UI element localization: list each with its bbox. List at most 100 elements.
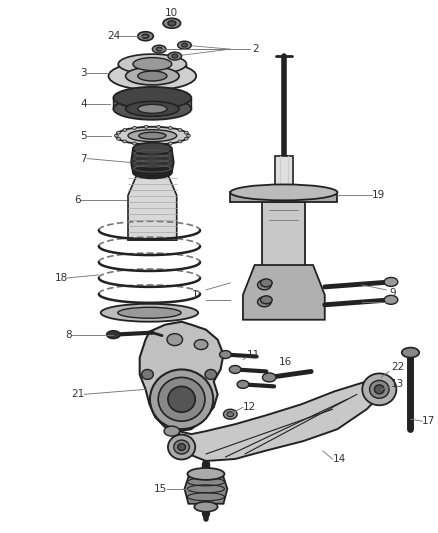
Ellipse shape xyxy=(138,32,153,41)
Ellipse shape xyxy=(164,426,180,436)
Text: 22: 22 xyxy=(391,362,404,373)
Ellipse shape xyxy=(152,45,166,53)
Ellipse shape xyxy=(138,104,167,114)
Ellipse shape xyxy=(168,21,176,26)
Text: 6: 6 xyxy=(74,196,81,205)
Text: 10: 10 xyxy=(165,9,178,18)
Ellipse shape xyxy=(187,134,191,137)
Ellipse shape xyxy=(144,143,148,146)
Text: 12: 12 xyxy=(243,402,256,412)
Ellipse shape xyxy=(157,125,161,128)
Ellipse shape xyxy=(163,18,180,28)
Ellipse shape xyxy=(172,54,178,58)
Ellipse shape xyxy=(184,138,188,140)
Ellipse shape xyxy=(187,468,224,480)
Ellipse shape xyxy=(139,132,166,139)
Polygon shape xyxy=(230,192,337,203)
Ellipse shape xyxy=(168,434,195,459)
Ellipse shape xyxy=(384,295,398,304)
Polygon shape xyxy=(262,203,305,285)
Ellipse shape xyxy=(168,386,195,412)
Polygon shape xyxy=(184,477,227,504)
Ellipse shape xyxy=(178,128,182,132)
Ellipse shape xyxy=(169,142,172,145)
Ellipse shape xyxy=(227,411,234,417)
Ellipse shape xyxy=(230,366,241,374)
Ellipse shape xyxy=(223,409,237,419)
Ellipse shape xyxy=(132,126,136,130)
Text: 9: 9 xyxy=(389,288,396,298)
Ellipse shape xyxy=(258,297,271,307)
Ellipse shape xyxy=(138,71,167,81)
Text: 16: 16 xyxy=(279,357,292,367)
Ellipse shape xyxy=(106,330,120,338)
Polygon shape xyxy=(179,382,381,461)
Ellipse shape xyxy=(205,369,217,379)
Ellipse shape xyxy=(116,127,189,144)
Ellipse shape xyxy=(174,440,189,454)
Polygon shape xyxy=(275,156,293,196)
Ellipse shape xyxy=(133,143,172,155)
Ellipse shape xyxy=(194,502,218,512)
Text: 19: 19 xyxy=(371,190,385,200)
Text: 4: 4 xyxy=(81,99,87,109)
Polygon shape xyxy=(113,98,191,109)
Ellipse shape xyxy=(141,369,153,379)
Ellipse shape xyxy=(133,58,172,70)
Ellipse shape xyxy=(123,140,127,143)
Ellipse shape xyxy=(169,126,172,130)
Ellipse shape xyxy=(132,142,136,145)
Text: 18: 18 xyxy=(54,273,67,283)
Ellipse shape xyxy=(126,101,179,116)
Ellipse shape xyxy=(117,131,120,134)
Text: 8: 8 xyxy=(65,329,71,340)
Ellipse shape xyxy=(123,128,127,132)
Ellipse shape xyxy=(219,351,231,359)
Ellipse shape xyxy=(178,443,185,450)
Ellipse shape xyxy=(133,166,172,179)
Text: 3: 3 xyxy=(81,68,87,78)
Text: 13: 13 xyxy=(391,379,404,390)
Text: 17: 17 xyxy=(422,416,435,426)
Ellipse shape xyxy=(362,374,396,405)
Ellipse shape xyxy=(117,138,120,140)
Text: 11: 11 xyxy=(247,350,260,360)
Ellipse shape xyxy=(194,340,208,350)
Ellipse shape xyxy=(262,373,276,382)
Ellipse shape xyxy=(184,131,188,134)
Ellipse shape xyxy=(101,304,198,322)
Ellipse shape xyxy=(113,98,191,120)
Text: 15: 15 xyxy=(154,484,167,494)
Polygon shape xyxy=(131,149,174,173)
Ellipse shape xyxy=(384,278,398,286)
Ellipse shape xyxy=(158,377,205,421)
Ellipse shape xyxy=(261,296,272,304)
Text: 2: 2 xyxy=(253,44,259,54)
Ellipse shape xyxy=(126,67,179,85)
Ellipse shape xyxy=(374,385,384,394)
Ellipse shape xyxy=(230,184,337,200)
Ellipse shape xyxy=(114,134,118,137)
Ellipse shape xyxy=(128,130,177,142)
Ellipse shape xyxy=(167,334,183,345)
Text: 14: 14 xyxy=(332,454,346,464)
Ellipse shape xyxy=(178,41,191,49)
Ellipse shape xyxy=(142,34,149,38)
Text: 5: 5 xyxy=(81,131,87,141)
Polygon shape xyxy=(243,265,325,320)
Text: 7: 7 xyxy=(81,154,87,164)
Text: 24: 24 xyxy=(107,31,120,41)
Ellipse shape xyxy=(168,52,182,60)
Polygon shape xyxy=(140,322,223,431)
Ellipse shape xyxy=(261,279,272,287)
Ellipse shape xyxy=(178,140,182,143)
Ellipse shape xyxy=(113,87,191,109)
Ellipse shape xyxy=(156,47,162,51)
Text: 1: 1 xyxy=(191,290,198,300)
Ellipse shape xyxy=(118,308,181,318)
Ellipse shape xyxy=(109,62,196,90)
Ellipse shape xyxy=(402,348,419,358)
Ellipse shape xyxy=(258,280,271,290)
Ellipse shape xyxy=(182,43,187,47)
Polygon shape xyxy=(128,173,177,240)
